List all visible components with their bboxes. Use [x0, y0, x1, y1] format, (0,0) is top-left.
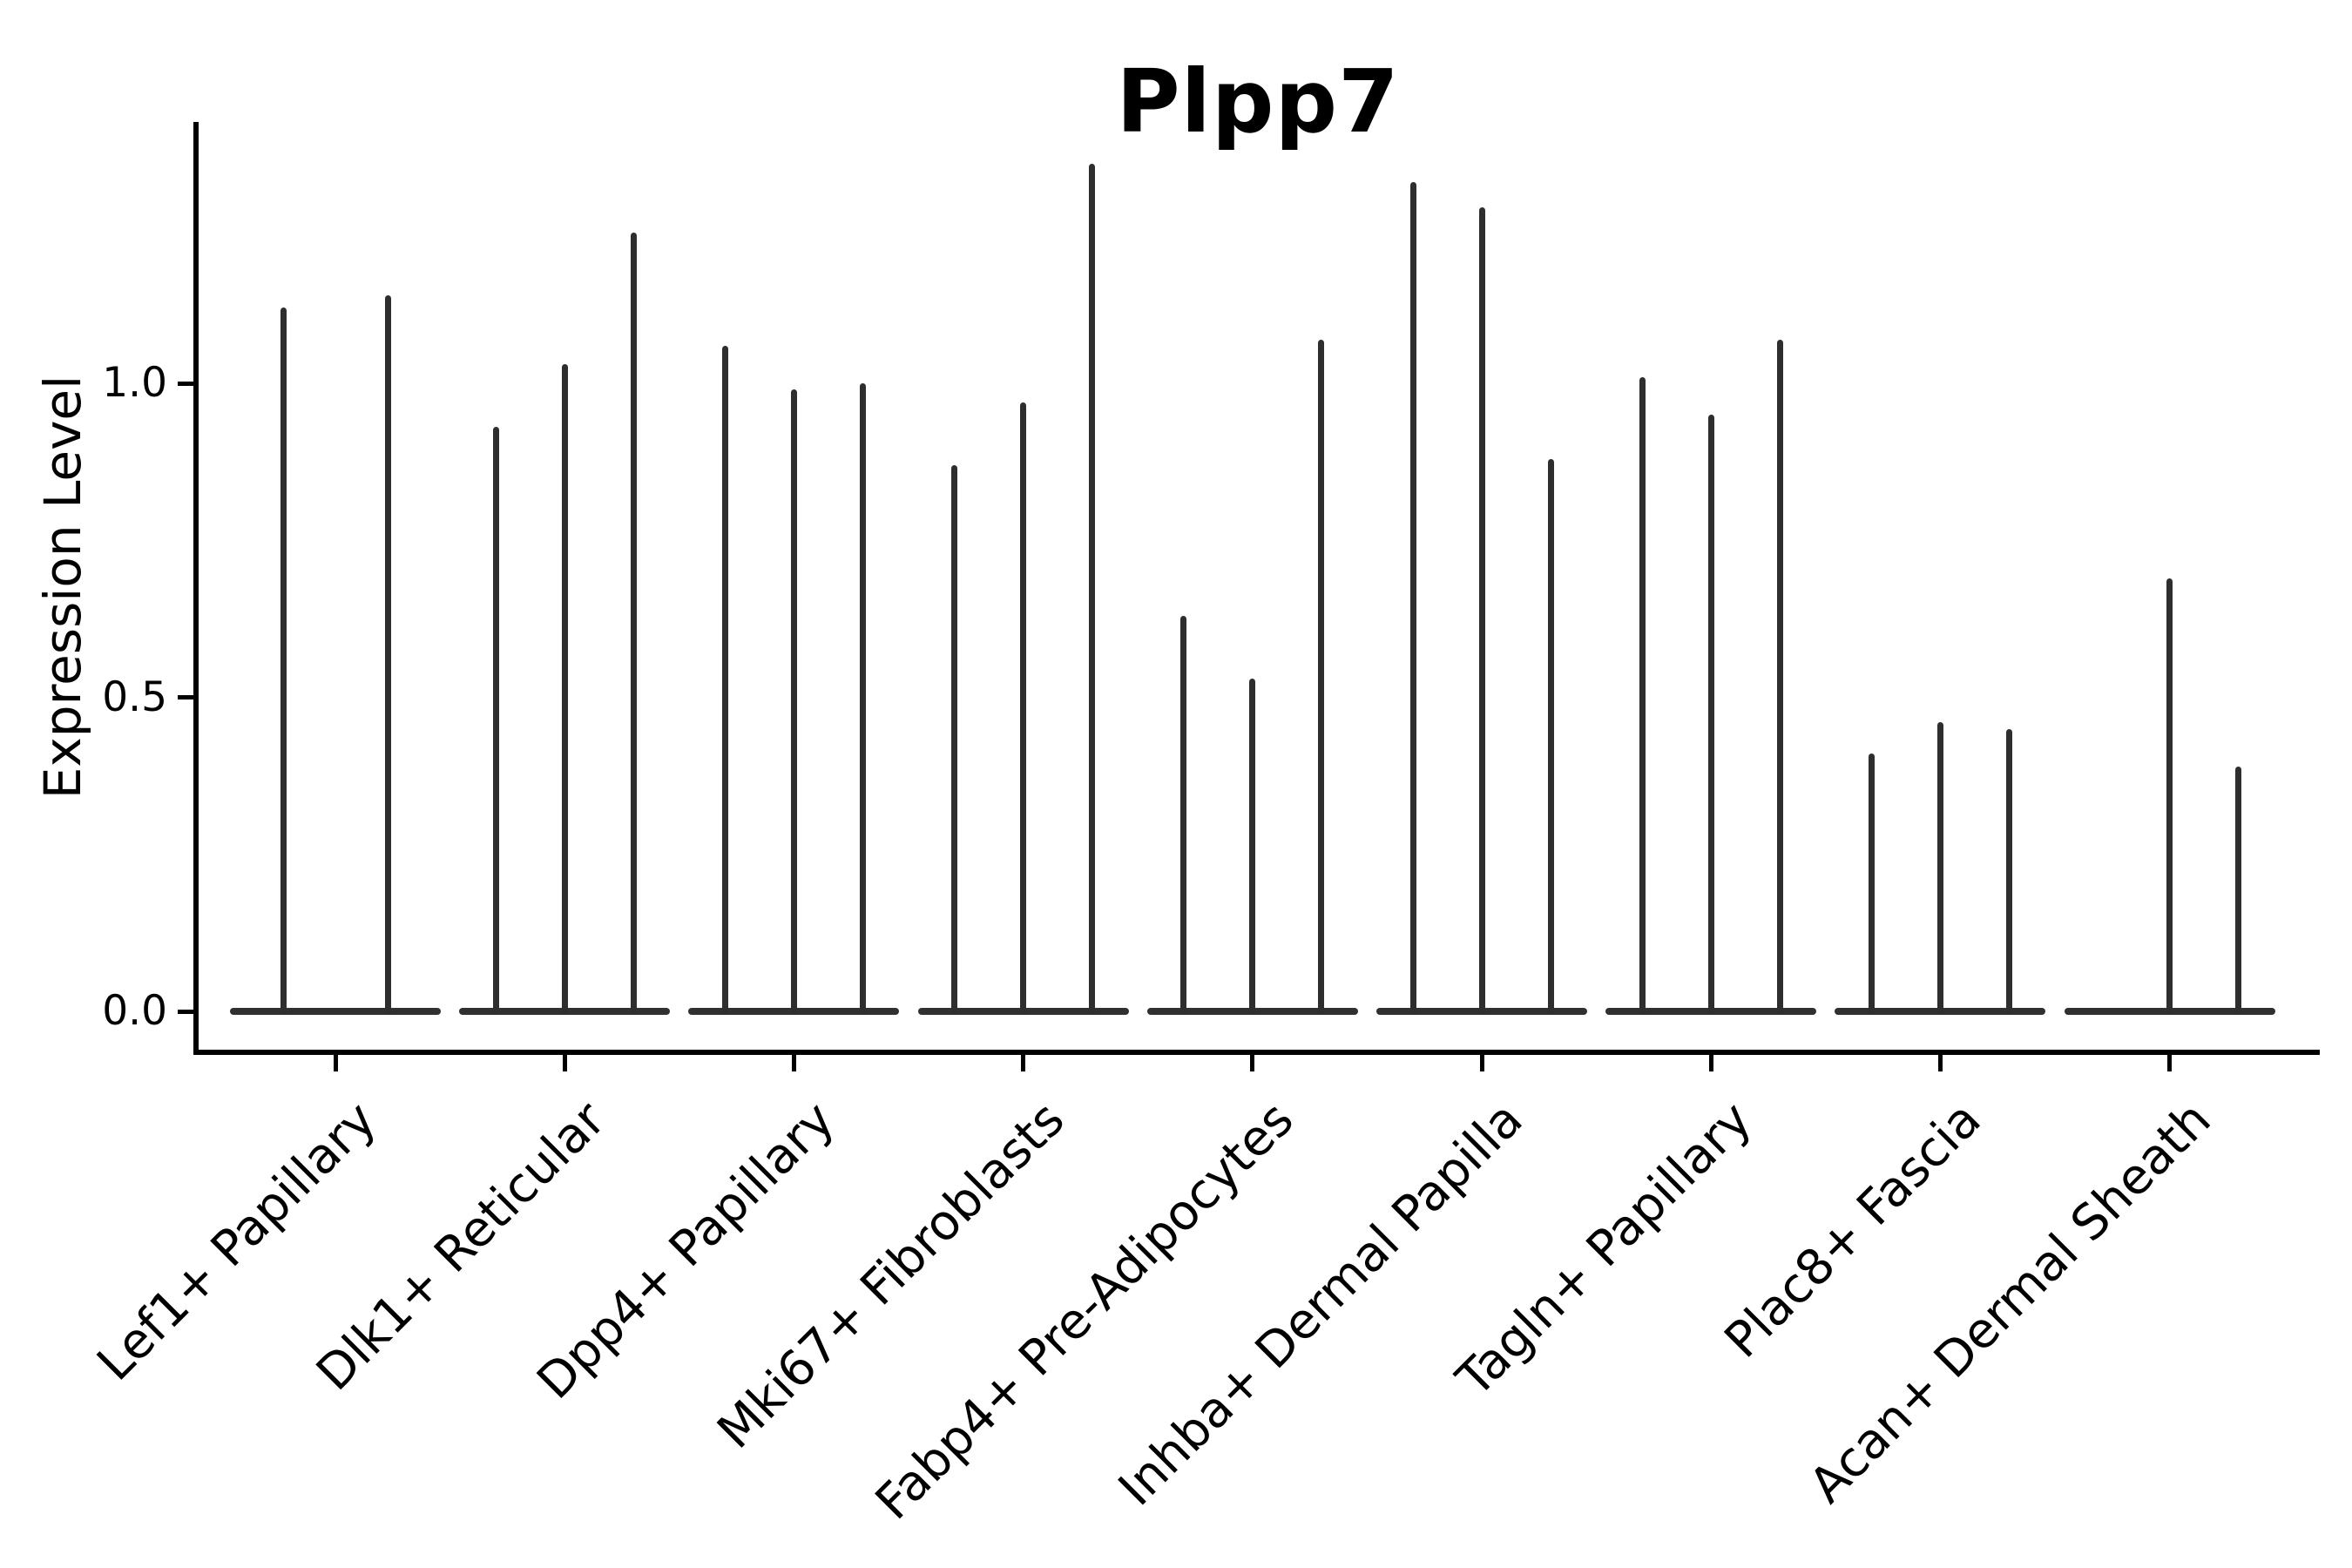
y-tick-mark: [178, 381, 194, 386]
violin-spike: [1707, 415, 1714, 1015]
violin-spike: [1020, 402, 1027, 1015]
y-tick-mark: [178, 695, 194, 700]
x-tick-mark: [1479, 1055, 1484, 1071]
x-tick-mark: [2167, 1055, 2173, 1071]
violin-spike: [1776, 339, 1783, 1015]
x-tick-mark: [1708, 1055, 1713, 1071]
x-tick-mark: [1021, 1055, 1026, 1071]
violin-spike: [859, 383, 866, 1015]
violin-spike: [1478, 207, 1485, 1015]
violin-spike: [2235, 766, 2242, 1015]
violin-spike: [1936, 722, 1943, 1015]
y-tick-mark: [178, 1009, 194, 1014]
violin-spike: [630, 232, 637, 1015]
violin-spike: [492, 427, 499, 1015]
y-tick-label: 0.0: [102, 987, 167, 1035]
violin-spike: [951, 464, 958, 1015]
violin-spike: [280, 308, 287, 1015]
violin-base: [230, 1008, 441, 1015]
chart-title: Plpp7: [1116, 51, 1400, 152]
violin-spike: [1409, 182, 1416, 1015]
x-tick-mark: [1250, 1055, 1255, 1071]
violin-spike: [2005, 728, 2012, 1015]
y-tick-label: 0.5: [102, 672, 167, 721]
violin-spike: [1639, 376, 1646, 1015]
violin-spike: [721, 345, 728, 1015]
violin-spike: [2166, 578, 2173, 1015]
y-tick-label: 1.0: [102, 359, 167, 407]
x-tick-mark: [562, 1055, 567, 1071]
violin-spike: [384, 295, 391, 1015]
x-tick-mark: [333, 1055, 338, 1071]
violin-spike: [561, 364, 568, 1015]
violin-spike: [790, 389, 797, 1015]
violin-spike: [1868, 754, 1875, 1015]
x-tick-mark: [791, 1055, 796, 1071]
y-axis-label: Expression Level: [33, 375, 92, 800]
x-axis-spine: [193, 1050, 2320, 1055]
y-axis-spine: [193, 122, 199, 1055]
violin-spike: [1089, 163, 1096, 1015]
x-tick-mark: [1937, 1055, 1943, 1071]
violin-spike: [1547, 458, 1554, 1015]
violin-spike: [1318, 339, 1325, 1015]
violin-spike: [1249, 678, 1256, 1015]
violin-spike: [1180, 615, 1187, 1015]
